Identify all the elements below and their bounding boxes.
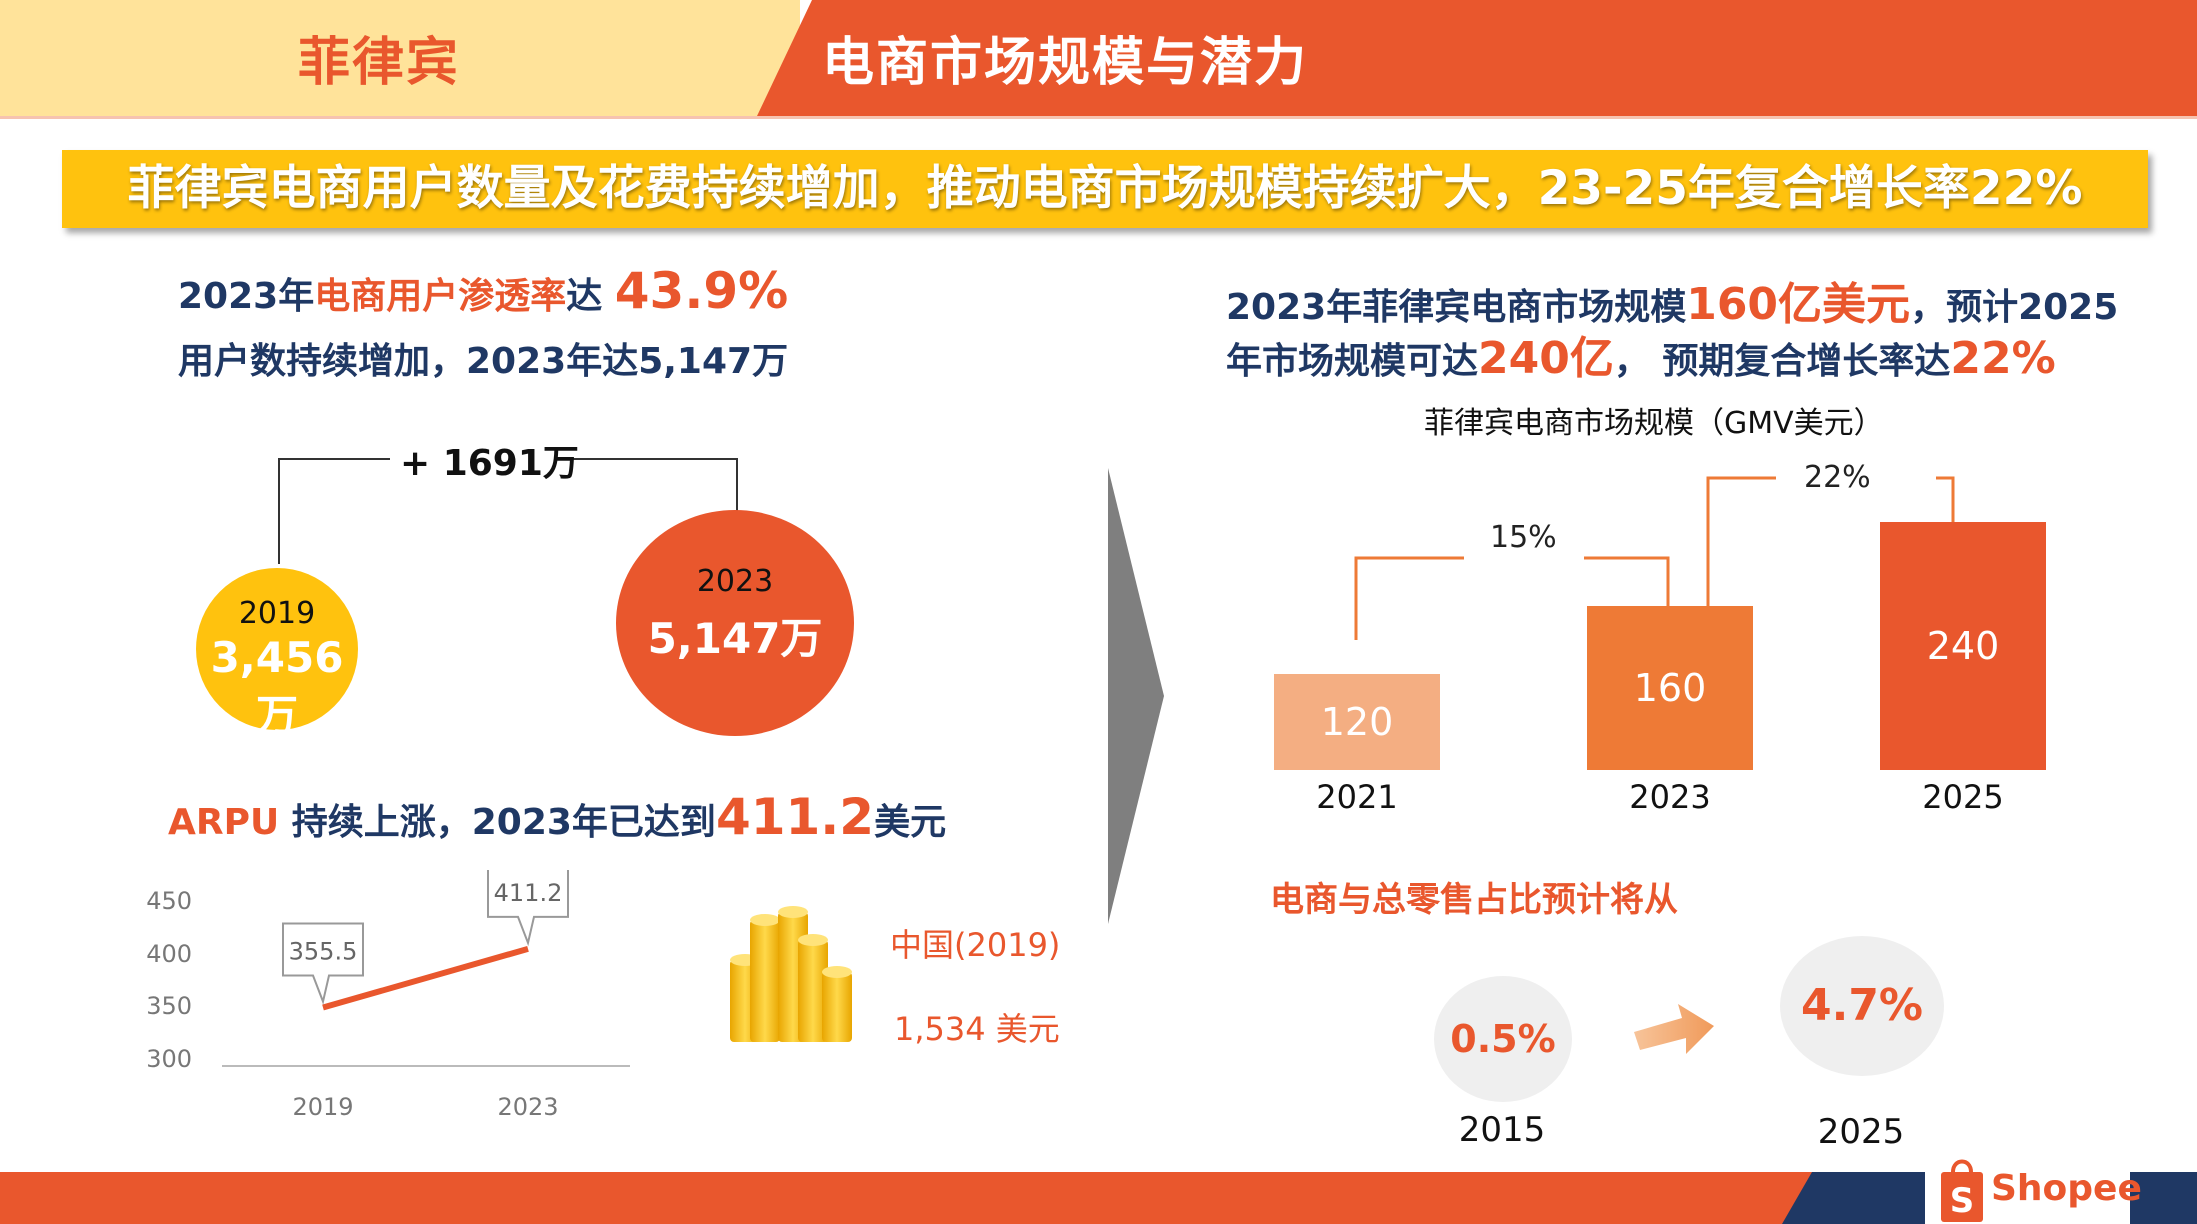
right-arrow-icon	[1634, 1004, 1714, 1054]
share-2015-value: 0.5%	[1450, 1017, 1556, 1061]
arpu-data-callout	[487, 870, 569, 947]
share-title: 电商与总零售占比预计将从	[1270, 880, 1678, 920]
penetration-line: 2023年电商用户渗透率达 43.9%	[178, 262, 788, 320]
headline-banner: 菲律宾电商用户数量及花费持续增加，推动电商市场规模持续扩大，23-25年复合增长…	[62, 150, 2148, 228]
arpu-ytick: 300	[146, 1045, 192, 1073]
share-2025-year: 2025	[1817, 1112, 1905, 1152]
market-bar: 120	[1274, 674, 1440, 770]
market-line-1: 2023年菲律宾电商市场规模160亿美元，预计2025	[1226, 268, 2118, 332]
growth-15-label: 15%	[1490, 520, 1557, 555]
arpu-mid: 持续上涨，2023年已达到	[279, 802, 716, 843]
arpu-prefix: ARPU	[168, 802, 280, 843]
penetration-prefix: 2023年	[178, 276, 315, 317]
market-bar-year: 2025	[1922, 778, 2004, 816]
users-2019-value: 3,456万	[210, 633, 344, 740]
market-line2-prefix: 年市场规模可达	[1226, 341, 1479, 382]
shopee-logo-text: Shopee	[1991, 1168, 2142, 1209]
market-line2-rate: 22%	[1950, 333, 2056, 384]
penetration-mid: 达	[566, 276, 615, 317]
shopee-logo: S Shopee	[1925, 1150, 2142, 1224]
share-2015-year: 2015	[1458, 1110, 1546, 1150]
arpu-xtick: 2023	[497, 1093, 558, 1121]
arpu-data-label: 411.2	[494, 879, 563, 907]
market-line2-mid: ， 预期复合增长率达	[1613, 341, 1951, 382]
market-line2-value: 240亿	[1478, 333, 1614, 384]
page-title: 电商市场规模与潜力	[822, 33, 1309, 93]
arpu-ytick: 400	[146, 940, 192, 968]
bracket-left	[278, 458, 390, 564]
market-bar-year: 2023	[1629, 778, 1711, 816]
user-count-line: 用户数持续增加，2023年达5,147万	[178, 341, 789, 382]
share-2025-circle: 4.7%	[1780, 936, 1944, 1076]
china-arpu-label: 中国(2019)	[890, 926, 1061, 964]
arpu-series-line	[322, 945, 529, 1011]
arpu-data-label: 355.5	[289, 938, 358, 966]
growth-22-label: 22%	[1804, 460, 1871, 495]
users-2023-value: 5,147万	[647, 614, 823, 663]
arpu-ytick: 350	[146, 992, 192, 1020]
share-2025-value: 4.7%	[1800, 980, 1924, 1031]
market-bar: 240	[1880, 522, 2046, 770]
users-2019-year: 2019	[238, 596, 316, 631]
arpu-line-chart: 450 400 350 300 2019 2023 355.5 411.2	[146, 870, 630, 1121]
header-divider	[0, 116, 2197, 119]
svg-text:S: S	[1950, 1181, 1975, 1221]
country-label: 菲律宾	[298, 33, 461, 93]
shopee-bag-icon: S	[1941, 1159, 1983, 1222]
arpu-ytick: 450	[146, 887, 192, 915]
share-2015-circle: 0.5%	[1434, 976, 1572, 1102]
penetration-highlight: 电商用户渗透率	[314, 276, 567, 317]
market-bar: 160	[1587, 606, 1753, 770]
market-line-2: 年市场规模可达240亿， 预期复合增长率达22%	[1226, 322, 2056, 386]
penetration-value: 43.9%	[614, 262, 789, 320]
market-line1-value: 160亿美元	[1686, 279, 1911, 330]
arpu-line: ARPU 持续上涨，2023年已达到411.2美元	[168, 788, 946, 846]
coins-icon	[730, 906, 852, 1042]
users-2023-circle: 2023 5,147万	[616, 510, 854, 736]
user-increase-label: + 1691万	[400, 443, 579, 484]
arpu-suffix: 美元	[874, 802, 947, 843]
section-divider-arrow	[1108, 468, 1164, 924]
market-bar-year: 2021	[1316, 778, 1398, 816]
header-right-panel	[757, 0, 2197, 116]
arpu-data-callout	[282, 922, 364, 1005]
china-arpu-value: 1,534 美元	[894, 1010, 1060, 1048]
arpu-value: 411.2	[715, 788, 875, 846]
users-2019-circle: 2019 3,456万	[196, 568, 358, 740]
market-line1-prefix: 2023年菲律宾电商市场规模	[1226, 287, 1687, 328]
market-line1-suffix: ，预计2025	[1910, 287, 2119, 328]
arpu-xtick: 2019	[292, 1093, 353, 1121]
bracket-right	[560, 458, 738, 514]
headline-text: 菲律宾电商用户数量及花费持续增加，推动电商市场规模持续扩大，23-25年复合增长…	[127, 161, 2083, 216]
market-chart-title: 菲律宾电商市场规模（GMV美元）	[1424, 406, 1884, 441]
users-2023-year: 2023	[696, 564, 774, 599]
arpu-series-group: 355.5 411.2	[282, 870, 569, 1011]
header-left-panel	[0, 0, 800, 116]
